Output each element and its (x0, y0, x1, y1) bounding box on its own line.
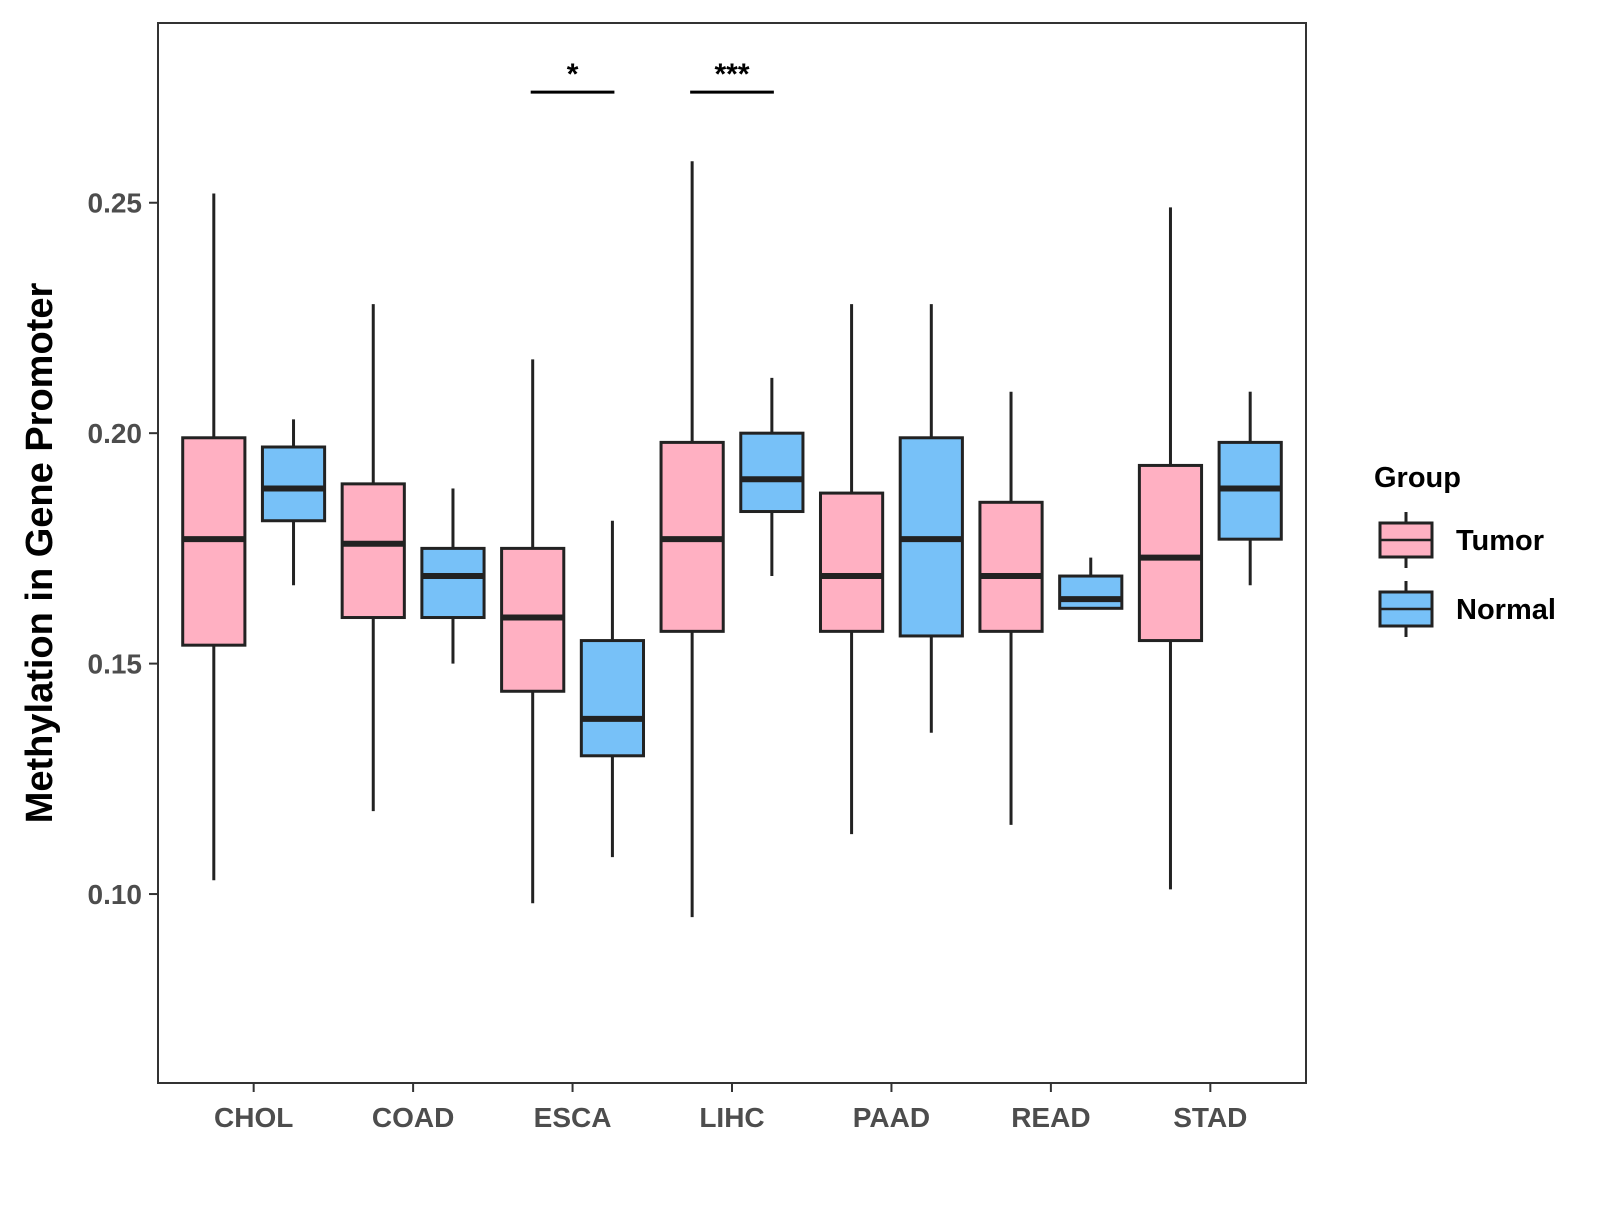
box-tumor-esca (500, 359, 566, 904)
box-body (1137, 463, 1204, 643)
box-normal-chol (260, 419, 327, 586)
significance-lihc: *** (690, 58, 774, 94)
box-tumor-stad (1137, 207, 1204, 890)
box-normal-read (1058, 557, 1124, 610)
legend-item-normal: Normal (1378, 581, 1556, 637)
box-body (1058, 574, 1124, 610)
box-body (818, 491, 885, 633)
box-normal-coad (420, 488, 486, 664)
x-tick-label-paad: PAAD (853, 1102, 930, 1133)
significance-esca: * (530, 58, 615, 94)
box-normal-esca (579, 520, 646, 858)
box-body (978, 500, 1044, 633)
plot-background (158, 23, 1306, 1083)
box-normal-lihc (739, 377, 805, 577)
box-body (340, 482, 406, 620)
box-tumor-chol (181, 193, 247, 881)
legend-title: Group (1374, 462, 1461, 494)
box-tumor-read (978, 391, 1044, 825)
box-normal-paad (898, 304, 964, 733)
box-body (739, 431, 805, 514)
y-tick-label: 0.25 (88, 188, 143, 219)
legend-item-tumor: Tumor (1378, 512, 1544, 568)
box-tumor-coad (340, 304, 406, 812)
x-tick-label-lihc: LIHC (699, 1102, 764, 1133)
significance-label: *** (714, 58, 749, 91)
box-tumor-lihc (659, 161, 725, 918)
legend-label-tumor: Tumor (1456, 525, 1544, 557)
x-tick-label-esca: ESCA (534, 1102, 612, 1133)
y-axis-title: Methylation in Gene Promoter (19, 283, 61, 824)
y-tick-label: 0.15 (88, 649, 143, 680)
x-tick-label-coad: COAD (372, 1102, 454, 1133)
y-tick-label: 0.20 (88, 418, 143, 449)
box-normal-stad (1217, 391, 1283, 586)
box-body (260, 445, 327, 523)
legend: Group Tumor Normal (1374, 462, 1556, 637)
y-tick-label: 0.10 (88, 879, 143, 910)
box-tumor-paad (818, 304, 885, 835)
significance-label: * (567, 58, 579, 91)
box-body (579, 639, 646, 758)
legend-label-normal: Normal (1456, 594, 1556, 626)
x-tick-label-stad: STAD (1173, 1102, 1247, 1133)
box-body (420, 546, 486, 620)
x-tick-label-read: READ (1011, 1102, 1090, 1133)
x-tick-label-chol: CHOL (214, 1102, 293, 1133)
